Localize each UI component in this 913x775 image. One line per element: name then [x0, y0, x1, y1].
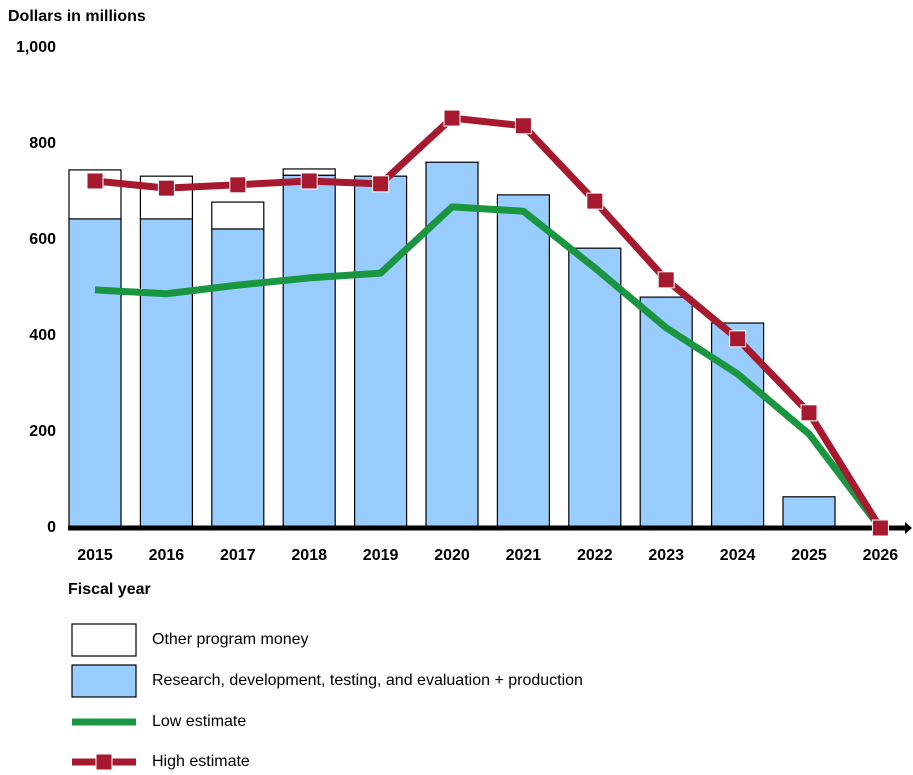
- line: [94, 203, 884, 531]
- x-tick-label: 2021: [506, 547, 542, 564]
- axis-arrow: [905, 522, 912, 534]
- bar: [211, 228, 265, 529]
- legend-label: Research, development, testing, and eval…: [152, 672, 583, 689]
- x-tick-label: 2024: [720, 547, 756, 564]
- y-tick-label: 600: [29, 231, 56, 248]
- bar: [282, 174, 336, 529]
- marker: [514, 117, 532, 135]
- marker: [300, 172, 318, 190]
- legend-swatch: [71, 664, 137, 698]
- marker: [372, 175, 390, 193]
- marker: [443, 109, 461, 127]
- legend-label: Other program money: [152, 631, 309, 648]
- x-tick-label: 2023: [648, 547, 684, 564]
- bar: [354, 175, 408, 529]
- x-tick-label: 2019: [363, 547, 399, 564]
- legend-marker: [95, 753, 113, 771]
- legend-swatch: [71, 623, 137, 657]
- bar: [211, 201, 265, 230]
- x-tick-label: 2017: [220, 547, 256, 564]
- marker: [800, 404, 818, 422]
- x-tick-label: 2026: [863, 547, 899, 564]
- bar: [782, 496, 836, 529]
- bar: [139, 218, 193, 529]
- y-tick-label: 1,000: [16, 39, 56, 56]
- bar: [68, 218, 122, 529]
- marker: [871, 519, 889, 537]
- legend-label: Low estimate: [152, 713, 246, 730]
- legend-label: High estimate: [152, 753, 250, 770]
- x-tick-label: 2016: [149, 547, 185, 564]
- y-tick-label: 0: [47, 519, 56, 536]
- x-tick-label: 2022: [577, 547, 613, 564]
- y-axis-title: Dollars in millions: [8, 8, 146, 25]
- y-tick-label: 800: [29, 135, 56, 152]
- x-tick-label: 2020: [434, 547, 470, 564]
- x-tick-label: 2015: [77, 547, 113, 564]
- x-axis-title: Fiscal year: [68, 581, 151, 598]
- line: [94, 114, 884, 530]
- marker: [586, 192, 604, 210]
- marker: [86, 172, 104, 190]
- marker: [157, 179, 175, 197]
- y-tick-label: 200: [29, 423, 56, 440]
- x-tick-label: 2025: [791, 547, 827, 564]
- bar: [496, 194, 550, 529]
- bar: [425, 161, 479, 529]
- x-tick-label: 2018: [291, 547, 327, 564]
- y-tick-label: 400: [29, 327, 56, 344]
- marker: [657, 271, 675, 289]
- marker: [729, 330, 747, 348]
- marker: [229, 176, 247, 194]
- bar: [568, 247, 622, 529]
